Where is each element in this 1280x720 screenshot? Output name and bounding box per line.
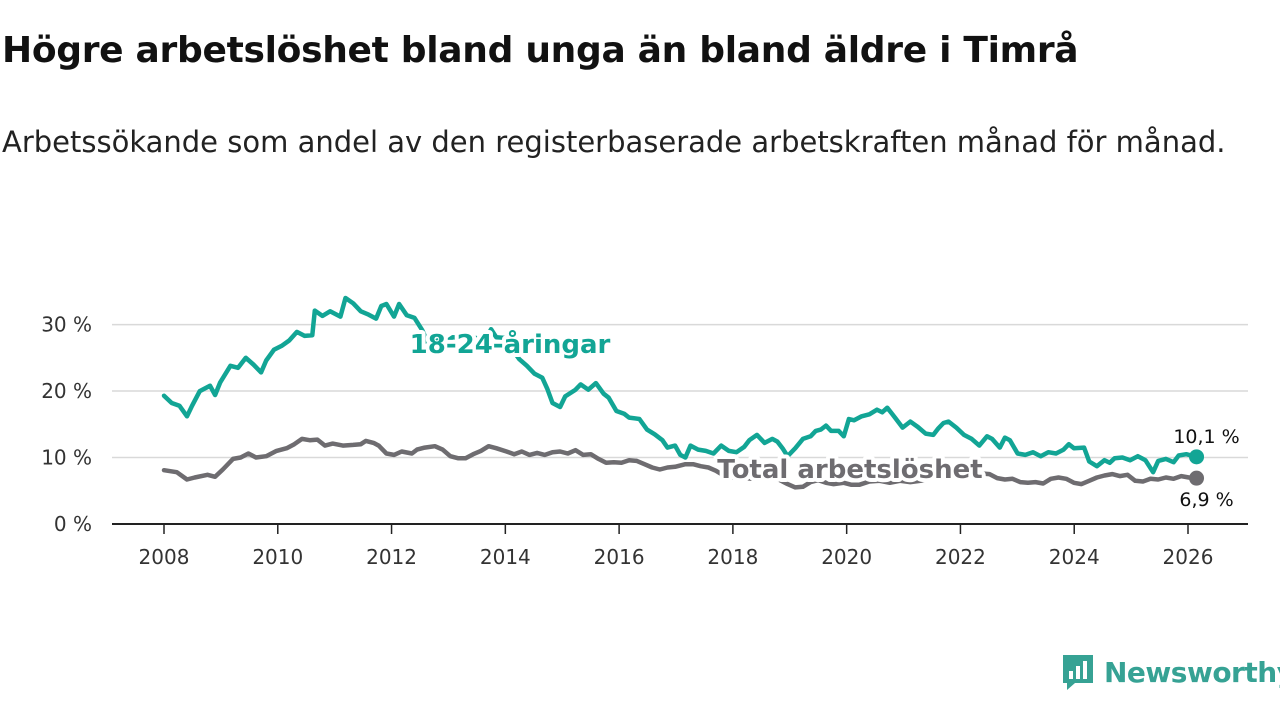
chart-subtitle: Arbetssökande som andel av den registerb…: [2, 125, 1226, 159]
y-tick-label: 0 %: [54, 512, 92, 536]
end-label-total: 6,9 %: [1179, 489, 1233, 511]
x-tick-label: 2018: [707, 545, 758, 569]
newsworthy-brand[interactable]: Newsworthy: [1060, 652, 1280, 692]
series-line-18-24: [161, 295, 1199, 475]
end-label-18-24: 10,1 %: [1173, 426, 1239, 448]
x-tick-label: 2014: [480, 545, 531, 569]
x-tick-label: 2016: [594, 545, 645, 569]
x-tick-label: 2024: [1049, 545, 1100, 569]
newsworthy-logo-icon: [1063, 655, 1093, 690]
x-tick-label: 2020: [821, 545, 872, 569]
y-tick-label: 30 %: [41, 313, 92, 337]
series-label-18-24: 18-24-åringar: [410, 328, 611, 360]
series-line-total: [161, 436, 1199, 490]
x-tick-label: 2010: [252, 545, 303, 569]
end-point-total: [1189, 470, 1205, 486]
grid-lines: [112, 323, 1248, 459]
x-axis: 2008 2010 2012 2014 2016 2018 2020 2022 2024 2026: [112, 523, 1248, 569]
series-group: [161, 295, 1205, 490]
y-tick-label: 20 %: [41, 379, 92, 403]
x-tick-label: 2026: [1163, 545, 1214, 569]
end-point-18-24: [1189, 449, 1205, 465]
brand-name: Newsworthy: [1104, 655, 1280, 689]
series-labels: 6,9 % 10,1 % 18-24-åringar Total arbetslösh…: [406, 324, 1240, 511]
x-tick-label: 2008: [139, 545, 190, 569]
x-tick-label: 2012: [366, 545, 417, 569]
y-tick-label: 10 %: [41, 446, 92, 470]
series-label-total: Total arbetslöshet: [717, 455, 982, 485]
y-axis-ticks: 0 % 10 % 20 % 30 %: [41, 313, 92, 536]
chart-title: Högre arbetslöshet bland unga än bland ä…: [2, 30, 1079, 71]
x-tick-label: 2022: [935, 545, 986, 569]
